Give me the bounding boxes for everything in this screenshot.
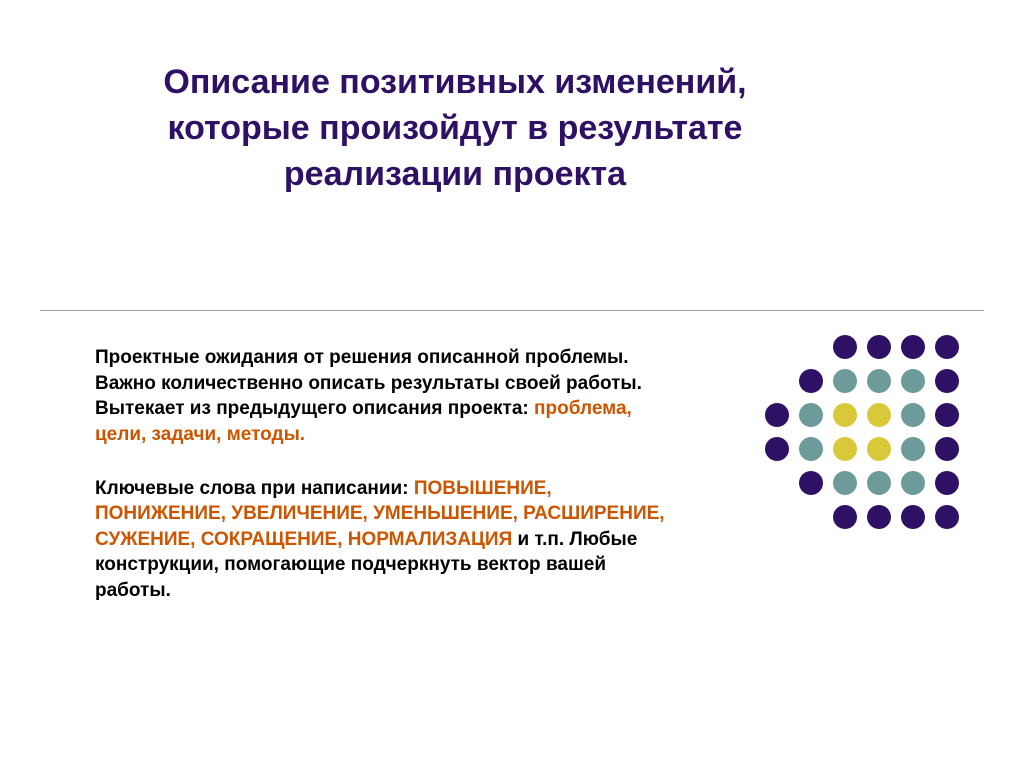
dot-icon: [833, 437, 857, 461]
para2-pre: Ключевые слова при написании:: [95, 478, 414, 499]
dot-icon: [765, 403, 789, 427]
dot-icon: [765, 471, 789, 495]
divider: [40, 310, 984, 311]
dot-icon: [935, 437, 959, 461]
dot-icon: [935, 369, 959, 393]
dot-icon: [935, 403, 959, 427]
paragraph-1: Проектные ожидания от решения описанной …: [95, 345, 675, 448]
dot-icon: [833, 471, 857, 495]
dot-icon: [833, 403, 857, 427]
dot-icon: [867, 369, 891, 393]
dot-icon: [799, 505, 823, 529]
paragraph-2: Ключевые слова при написании: ПОВЫШЕНИЕ,…: [95, 476, 675, 604]
dot-icon: [765, 505, 789, 529]
dot-icon: [901, 471, 925, 495]
dot-icon: [901, 335, 925, 359]
dot-icon: [935, 471, 959, 495]
dot-icon: [901, 403, 925, 427]
dot-icon: [867, 437, 891, 461]
dot-icon: [833, 369, 857, 393]
dot-icon: [799, 369, 823, 393]
dot-icon: [833, 505, 857, 529]
body-text: Проектные ожидания от решения описанной …: [95, 345, 675, 632]
dot-icon: [833, 335, 857, 359]
dot-icon: [765, 437, 789, 461]
dot-icon: [901, 505, 925, 529]
dot-icon: [935, 335, 959, 359]
dot-icon: [799, 335, 823, 359]
slide-title: Описание позитивных изменений, которые п…: [155, 60, 755, 198]
dot-icon: [867, 403, 891, 427]
dot-grid-icon: [760, 330, 964, 534]
dot-icon: [901, 437, 925, 461]
dot-icon: [867, 335, 891, 359]
dot-icon: [799, 471, 823, 495]
dot-icon: [799, 403, 823, 427]
slide: Описание позитивных изменений, которые п…: [0, 0, 1024, 768]
dot-icon: [765, 335, 789, 359]
dot-icon: [765, 369, 789, 393]
dot-icon: [867, 505, 891, 529]
dot-icon: [799, 437, 823, 461]
dot-icon: [901, 369, 925, 393]
dot-icon: [867, 471, 891, 495]
dot-icon: [935, 505, 959, 529]
